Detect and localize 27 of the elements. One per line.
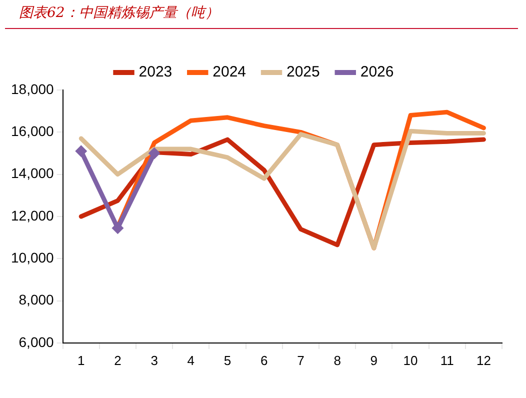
y-tick-label: 16,000 — [10, 123, 54, 140]
y-tick-label: 14,000 — [10, 165, 54, 182]
x-tick-label: 4 — [187, 353, 195, 368]
point — [75, 145, 88, 158]
x-tick-label: 7 — [297, 353, 304, 368]
x-tick-label: 1 — [78, 353, 85, 368]
point — [148, 147, 160, 160]
x-tick-label: 12 — [476, 353, 491, 368]
y-tick-label: 6,000 — [18, 334, 54, 350]
y-tick-label: 10,000 — [10, 250, 54, 266]
y-tick-label: 8,000 — [18, 292, 54, 308]
legend-label: 2026 — [360, 64, 394, 81]
x-tick-label: 9 — [370, 353, 378, 368]
x-tick-label: 10 — [403, 353, 418, 368]
chart-title: 图表62：中国精炼锡产量（吨） — [5, 0, 518, 29]
y-tick-label: 18,000 — [10, 80, 54, 97]
y-tick-label: 12,000 — [10, 207, 54, 224]
x-tick-label: 11 — [440, 353, 454, 368]
x-tick-label: 8 — [334, 353, 341, 368]
legend-label: 2024 — [212, 64, 246, 81]
x-tick-label: 5 — [224, 353, 232, 368]
point — [112, 222, 124, 234]
legend-label: 2023 — [138, 64, 172, 81]
x-tick-label: 6 — [260, 353, 268, 368]
x-tick-label: 2 — [114, 353, 122, 368]
x-tick-label: 3 — [150, 353, 158, 368]
legend-label: 2025 — [286, 64, 320, 81]
